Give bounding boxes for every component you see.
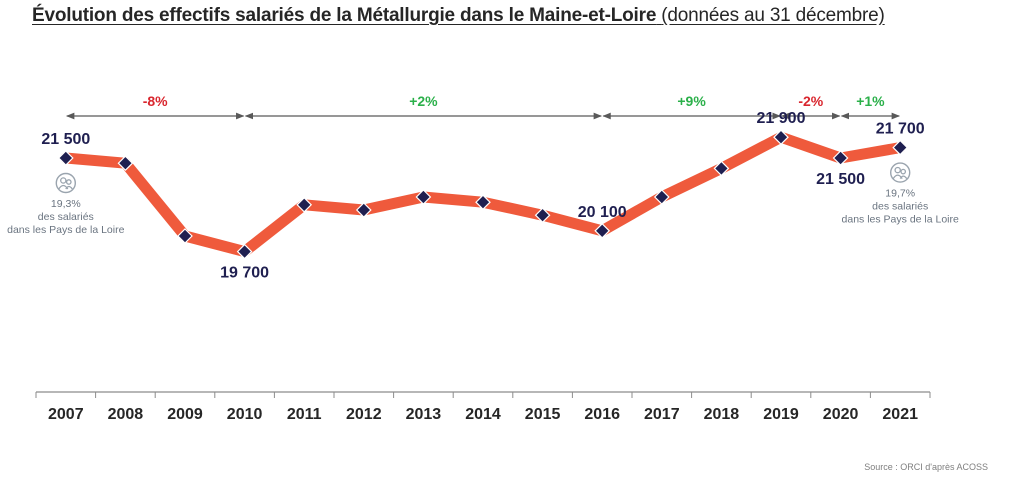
- data-label-2007: 21 500: [41, 131, 90, 148]
- period-label-1: +2%: [409, 93, 438, 109]
- data-label-2019: 21 900: [757, 110, 806, 127]
- x-tick-label-2014: 2014: [465, 406, 501, 423]
- people-icon: [55, 172, 77, 194]
- point-marker-2009: [177, 228, 193, 244]
- annotation-2021-line-1: des salariés: [872, 201, 928, 213]
- chart-title: Évolution des effectifs salariés de la M…: [32, 5, 885, 27]
- point-marker-2017: [653, 189, 670, 205]
- x-tick-label-2018: 2018: [704, 406, 740, 423]
- annotation-2007-line-2: dans les Pays de la Loire: [7, 224, 124, 236]
- period-label-4: +1%: [856, 93, 885, 109]
- data-labels: 21 500 19 700 20 100 21 900 21 500 21 700: [41, 110, 924, 281]
- x-tick-label-2015: 2015: [525, 406, 561, 423]
- x-tick-label-2007: 2007: [48, 406, 84, 423]
- point-marker-2021: [892, 139, 909, 156]
- x-tick-label-2020: 2020: [823, 406, 859, 423]
- point-marker-2020: [832, 150, 849, 166]
- point-marker-2011: [296, 196, 313, 213]
- x-tick-label-2009: 2009: [167, 406, 203, 423]
- series-markers: [57, 129, 909, 260]
- point-marker-2012: [355, 202, 372, 218]
- period-label-0: -8%: [143, 93, 168, 109]
- x-tick-label-2011: 2011: [287, 406, 322, 423]
- annotation-2007-line-1: des salariés: [38, 211, 94, 223]
- point-marker-2014: [475, 194, 491, 211]
- x-tick-label-2021: 2021: [882, 406, 918, 423]
- x-tick-label-2019: 2019: [763, 406, 799, 423]
- period-label-2: +9%: [677, 93, 706, 109]
- chart-title-main: Évolution des effectifs salariés de la M…: [32, 5, 657, 26]
- x-tick-label-2012: 2012: [346, 406, 382, 423]
- x-tick-label-2010: 2010: [227, 406, 263, 423]
- x-tick-label-2016: 2016: [584, 406, 620, 423]
- annotation-2007-line-0: 19,3%: [51, 198, 81, 210]
- point-marker-2018: [713, 160, 730, 177]
- point-marker-2013: [415, 189, 432, 205]
- annotation-2021-line-2: dans les Pays de la Loire: [842, 214, 959, 226]
- point-marker-2007: [57, 150, 74, 166]
- point-marker-2008: [117, 155, 134, 172]
- data-label-2020: 21 500: [816, 171, 865, 188]
- data-label-2016: 20 100: [578, 204, 627, 221]
- chart-title-sub: (données au 31 décembre): [661, 5, 885, 26]
- x-tick-label-2008: 2008: [108, 406, 144, 423]
- x-axis: 2007 2008 2009 2010 2011 2012 2013 2014 2015 2016…: [35, 391, 931, 423]
- annotation-2021-line-0: 19,7%: [885, 188, 915, 200]
- point-marker-2010: [236, 243, 253, 260]
- period-annotations: -8% +2% +9% -2% +1%: [65, 93, 901, 120]
- x-tick-label-2017: 2017: [644, 406, 680, 423]
- point-marker-2016: [594, 222, 611, 239]
- point-marker-2015: [534, 207, 551, 224]
- source-note: Source : ORCI d'après ACOSS: [864, 462, 988, 472]
- x-tick-label-2013: 2013: [406, 406, 442, 423]
- data-label-2010: 19 700: [220, 265, 269, 282]
- point-marker-2019: [773, 129, 789, 146]
- data-label-2021: 21 700: [876, 121, 925, 138]
- people-icon: [890, 162, 911, 183]
- period-label-3: -2%: [798, 93, 823, 109]
